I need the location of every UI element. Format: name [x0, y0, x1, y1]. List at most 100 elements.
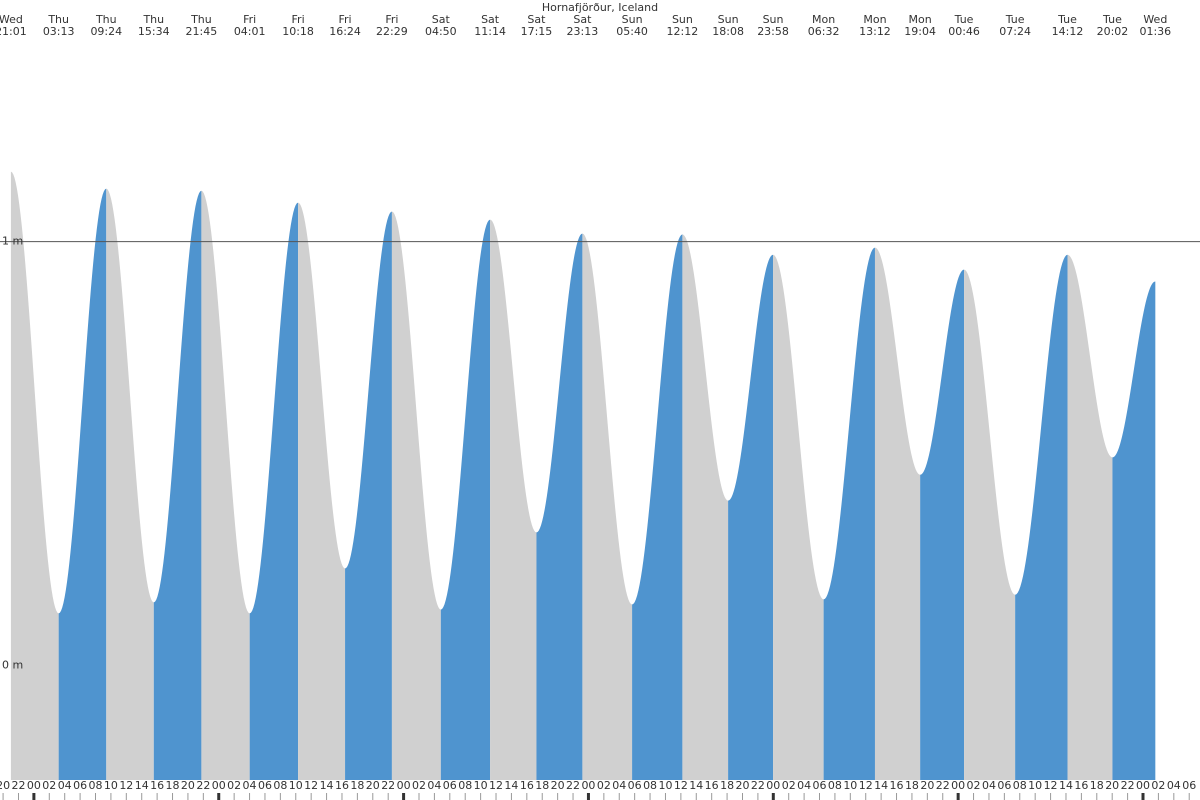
extreme-day: Sun — [763, 13, 784, 26]
x-tick-label: 20 — [920, 779, 934, 792]
extreme-day: Mon — [812, 13, 835, 26]
falling-segment — [682, 234, 729, 780]
extreme-day: Thu — [47, 13, 69, 26]
x-tick-label: 14 — [874, 779, 888, 792]
extreme-day: Thu — [95, 13, 117, 26]
tide-area — [10, 171, 1156, 781]
extreme-day: Wed — [1143, 13, 1167, 26]
extreme-day: Tue — [1102, 13, 1122, 26]
x-tick-label: 06 — [73, 779, 87, 792]
x-tick-label: 14 — [320, 779, 334, 792]
x-tick-label: 18 — [905, 779, 919, 792]
x-tick-label: 12 — [119, 779, 133, 792]
rising-segment — [823, 247, 875, 781]
x-tick-label: 12 — [304, 779, 318, 792]
y-tick-label: 1 m — [2, 235, 23, 248]
rising-segment — [920, 269, 965, 780]
x-tick-label: 04 — [612, 779, 626, 792]
x-tick-label: 16 — [335, 779, 349, 792]
x-tick-label: 08 — [89, 779, 103, 792]
x-tick-label: 10 — [474, 779, 488, 792]
x-tick-label: 22 — [11, 779, 25, 792]
falling-segment — [964, 269, 1016, 780]
x-tick-label: 04 — [797, 779, 811, 792]
x-tick-label: 10 — [658, 779, 672, 792]
x-tick-label: 22 — [196, 779, 210, 792]
x-tick-label: 18 — [166, 779, 180, 792]
rising-segment — [249, 202, 299, 780]
x-tick-label: 06 — [628, 779, 642, 792]
extreme-time: 07:24 — [999, 25, 1031, 38]
extreme-time: 22:29 — [376, 25, 408, 38]
extreme-time: 19:04 — [904, 25, 936, 38]
falling-segment — [1067, 254, 1113, 781]
extreme-time: 04:01 — [234, 25, 266, 38]
rising-segment — [1112, 281, 1156, 780]
x-tick-label: 06 — [1182, 779, 1196, 792]
x-tick-label: 12 — [489, 779, 503, 792]
extreme-time: 00:46 — [948, 25, 980, 38]
x-tick-label: 06 — [813, 779, 827, 792]
falling-segment — [201, 190, 250, 780]
extreme-day: Sat — [573, 13, 592, 26]
x-tick-label: 20 — [551, 779, 565, 792]
y-tick-label: 0 m — [2, 659, 23, 672]
falling-segment — [582, 233, 633, 781]
extreme-day: Fri — [243, 13, 256, 26]
x-tick-label: 14 — [135, 779, 149, 792]
x-tick-label: 10 — [1028, 779, 1042, 792]
x-tick-label: 18 — [350, 779, 364, 792]
rising-segment — [536, 233, 583, 781]
extreme-day: Fri — [339, 13, 352, 26]
extreme-time: 17:15 — [521, 25, 553, 38]
extreme-day: Fri — [385, 13, 398, 26]
rising-segment — [153, 190, 202, 780]
x-tick-label: 08 — [828, 779, 842, 792]
x-tick-label: 02 — [42, 779, 56, 792]
falling-segment — [773, 254, 824, 781]
x-tick-label: 02 — [597, 779, 611, 792]
x-tick-label: 08 — [643, 779, 657, 792]
falling-segment — [298, 202, 346, 780]
extreme-time: 05:40 — [616, 25, 648, 38]
x-tick-label: 20 — [0, 779, 10, 792]
falling-segment — [490, 219, 537, 780]
x-tick-label: 08 — [1013, 779, 1027, 792]
x-tick-label: 02 — [782, 779, 796, 792]
x-tick-label: 22 — [751, 779, 765, 792]
x-tick-label: 04 — [982, 779, 996, 792]
extreme-day: Sat — [481, 13, 500, 26]
extreme-day: Sun — [672, 13, 693, 26]
falling-segment — [391, 211, 441, 781]
falling-segment — [874, 247, 921, 781]
rising-segment — [632, 234, 683, 780]
extreme-time: 23:58 — [757, 25, 789, 38]
x-tick-label: 16 — [705, 779, 719, 792]
extreme-time: 10:18 — [282, 25, 314, 38]
extreme-time: 11:14 — [474, 25, 506, 38]
x-tick-label: 02 — [967, 779, 981, 792]
extreme-time: 12:12 — [667, 25, 699, 38]
x-tick-label: 18 — [535, 779, 549, 792]
x-tick-label: 20 — [366, 779, 380, 792]
x-tick-label: 06 — [443, 779, 457, 792]
x-tick-label: 06 — [997, 779, 1011, 792]
x-tick-label: 16 — [1074, 779, 1088, 792]
extreme-time: 23:13 — [567, 25, 599, 38]
extreme-day: Sun — [718, 13, 739, 26]
x-tick-label: 00 — [766, 779, 780, 792]
extreme-time: 15:34 — [138, 25, 170, 38]
x-tick-label: 18 — [720, 779, 734, 792]
x-axis-band — [0, 780, 1200, 800]
x-tick-label: 12 — [1044, 779, 1058, 792]
extreme-time: 13:12 — [859, 25, 891, 38]
x-tick-label: 16 — [890, 779, 904, 792]
extreme-day: Fri — [292, 13, 305, 26]
x-tick-label: 20 — [181, 779, 195, 792]
extreme-day: Wed — [0, 13, 23, 26]
falling-segment — [10, 171, 59, 780]
x-tick-label: 18 — [1090, 779, 1104, 792]
x-tick-label: 08 — [458, 779, 472, 792]
rising-segment — [440, 219, 491, 780]
